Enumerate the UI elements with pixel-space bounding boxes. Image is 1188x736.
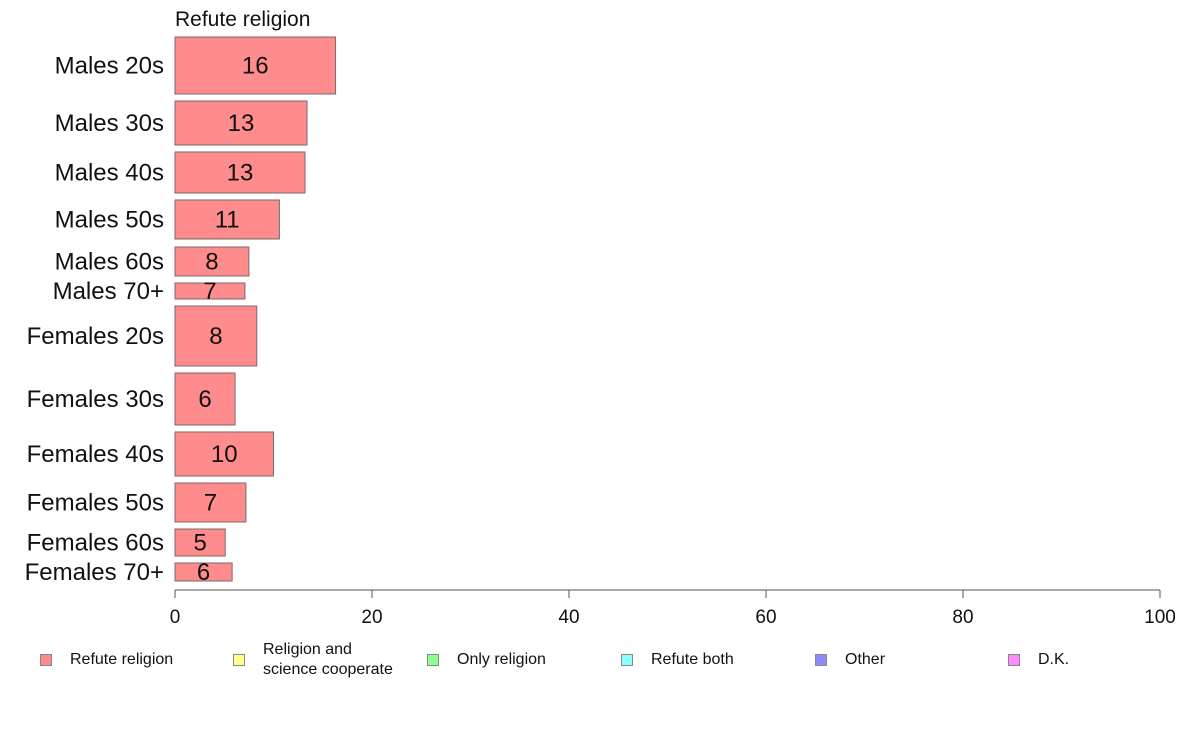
bar-0 [174, 36, 337, 95]
bar-3 [174, 199, 280, 240]
legend-swatch [233, 654, 245, 666]
category-label: Males 60s [55, 249, 164, 276]
bar-1 [174, 100, 308, 146]
bar-9 [174, 482, 247, 523]
data-label: 6 [197, 559, 210, 586]
data-label: 8 [209, 323, 222, 350]
x-tick-label: 0 [170, 607, 181, 628]
data-label: 8 [205, 249, 218, 276]
category-label: Females 70+ [25, 559, 164, 586]
legend-item: Religion and science cooperate [233, 640, 393, 680]
bar-10 [174, 528, 226, 557]
bars-group: Males 20s 16 Males 30s 13 Males 40s 13 Males 5… [25, 36, 337, 586]
legend-label: Refute religion [70, 651, 174, 668]
bar-8 [174, 431, 274, 477]
x-tick-label: 20 [361, 607, 382, 628]
category-label: Females 50s [27, 490, 164, 517]
category-label: Females 40s [27, 441, 164, 468]
legend-item: Other [815, 650, 885, 670]
category-label: Males 40s [55, 160, 164, 187]
bar-11 [174, 562, 233, 582]
data-label: 13 [228, 110, 255, 137]
legend-swatch [40, 654, 52, 666]
legend-label: Religion and science cooperate [263, 641, 393, 678]
legend-swatch [427, 654, 439, 666]
legend-label: Only religion [457, 651, 546, 668]
legend-item: Refute both [621, 650, 734, 670]
x-axis: 0 20 40 60 80 100 [170, 589, 1176, 628]
data-label: 13 [227, 160, 254, 187]
bar-5 [174, 282, 246, 300]
x-tick-label: 100 [1144, 607, 1176, 628]
legend-label: Other [845, 651, 886, 668]
legend-item: D.K. [1008, 650, 1069, 670]
category-label: Males 70+ [53, 278, 164, 305]
data-label: 7 [204, 490, 217, 517]
bar-4 [174, 246, 250, 277]
legend-swatch [1008, 654, 1020, 666]
category-label: Males 20s [55, 53, 164, 80]
category-label: Males 30s [55, 110, 164, 137]
legend-swatch [815, 654, 827, 666]
category-label: Females 60s [27, 530, 164, 557]
data-label: 11 [215, 207, 240, 234]
x-tick-label: 60 [755, 607, 776, 628]
legend-item: Only religion [427, 650, 546, 670]
legend-label: Refute both [651, 651, 734, 668]
legend: Refute religion Religion and science coop… [0, 640, 1188, 690]
legend-swatch [621, 654, 633, 666]
x-tick-label: 80 [952, 607, 973, 628]
chart-title: Refute religion [175, 8, 310, 31]
bar-6 [174, 305, 258, 367]
category-label: Females 20s [27, 323, 164, 350]
bar-7 [174, 372, 236, 426]
data-label: 10 [211, 441, 238, 468]
data-label: 7 [203, 278, 216, 305]
x-tick-label: 40 [558, 607, 579, 628]
category-label: Females 30s [27, 386, 164, 413]
bar-2 [174, 151, 306, 194]
data-label: 6 [198, 386, 211, 413]
category-label: Males 50s [55, 207, 164, 234]
data-label: 5 [193, 530, 206, 557]
data-label: 16 [242, 53, 269, 80]
legend-label: D.K. [1038, 651, 1070, 668]
legend-item: Refute religion [40, 650, 173, 670]
